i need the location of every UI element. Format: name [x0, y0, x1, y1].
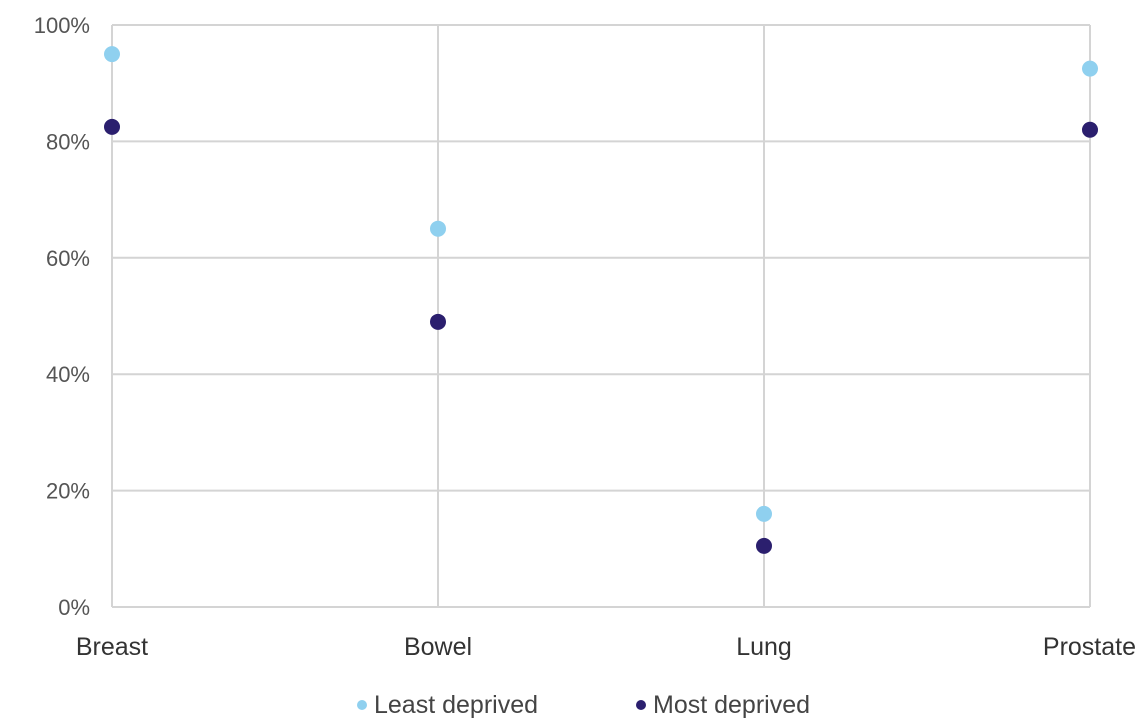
- y-tick-label: 60%: [46, 246, 90, 271]
- point-most-deprived-breast: [104, 118, 120, 135]
- x-axis-ticks: Breast Bowel Lung Prostate: [76, 633, 1136, 661]
- point-most-deprived-lung: [756, 537, 772, 554]
- point-least-deprived-bowel: [430, 220, 446, 237]
- gridlines: [111, 24, 1091, 608]
- x-tick-label: Prostate: [1043, 633, 1136, 661]
- y-tick-label: 20%: [46, 479, 90, 504]
- x-tick-label: Lung: [736, 633, 792, 661]
- y-axis-ticks: 0% 20% 40% 60% 80% 100%: [34, 13, 90, 620]
- legend-marker: [357, 700, 367, 710]
- y-tick-label: 0%: [58, 595, 90, 620]
- legend-marker: [636, 700, 646, 710]
- point-least-deprived-lung: [756, 505, 772, 522]
- data-points: [104, 46, 1098, 554]
- x-tick-label: Bowel: [404, 633, 472, 661]
- point-least-deprived-prostate: [1082, 60, 1098, 77]
- legend-label: Least deprived: [374, 691, 538, 718]
- y-tick-label: 80%: [46, 129, 90, 154]
- legend: Least deprived Most deprived: [357, 691, 810, 719]
- point-least-deprived-breast: [104, 46, 120, 63]
- y-tick-label: 40%: [46, 362, 90, 387]
- legend-label: Most deprived: [653, 691, 810, 718]
- point-most-deprived-bowel: [430, 313, 446, 330]
- x-tick-label: Breast: [76, 633, 148, 661]
- y-tick-label: 100%: [34, 13, 90, 38]
- point-most-deprived-prostate: [1082, 121, 1098, 138]
